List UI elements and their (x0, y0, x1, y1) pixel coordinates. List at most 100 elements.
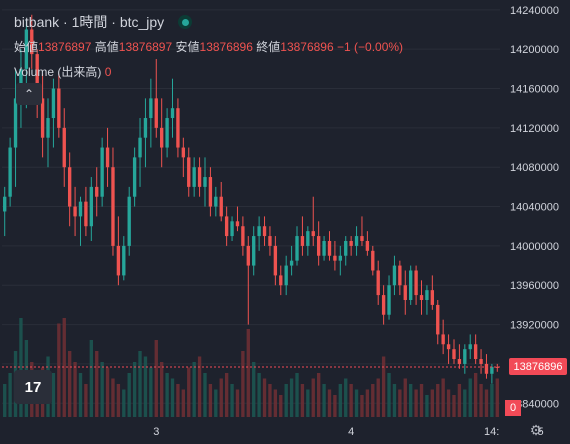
candle (214, 186, 218, 217)
volume-axis-label: 0 (505, 400, 521, 416)
volume-bar (376, 378, 380, 417)
candle (441, 319, 445, 355)
volume-bar (241, 351, 245, 417)
volume-bar (8, 373, 12, 417)
volume-bar (19, 318, 23, 417)
volume-bar (143, 356, 148, 417)
candle (425, 285, 429, 315)
candle (257, 216, 261, 251)
candle (154, 59, 158, 138)
candle (143, 98, 148, 168)
candle-body (311, 231, 315, 237)
volume-bar (463, 389, 467, 417)
candle-body (235, 221, 240, 227)
candle-body (208, 177, 213, 207)
volume-bar (62, 318, 66, 417)
logo-text: 17 (24, 378, 42, 396)
candle (192, 157, 196, 197)
volume-bar (127, 373, 131, 417)
candle (430, 275, 435, 310)
volume-bar (3, 384, 7, 417)
volume-bar (105, 367, 110, 417)
volume-bar (89, 340, 93, 417)
candle (176, 98, 180, 158)
volume-bar (132, 362, 137, 417)
candle-body (436, 304, 440, 335)
candle-body (246, 245, 250, 266)
candle-body (381, 295, 386, 315)
candle-body (73, 206, 77, 217)
volume-bar (311, 378, 315, 417)
candle-body (30, 29, 34, 55)
candle-body (398, 265, 402, 286)
tradingview-logo[interactable]: 17 (14, 370, 52, 404)
y-axis: 14240000 14200000 14160000 14120000 14080000… (500, 0, 570, 444)
candle-body (279, 275, 283, 286)
volume-bar (419, 384, 424, 417)
candle (360, 216, 364, 246)
candle (338, 245, 342, 276)
candle-body (241, 226, 245, 246)
candle-body (187, 157, 191, 187)
candle-body (46, 118, 50, 138)
candle (127, 186, 131, 256)
settings-button[interactable]: ⚙ (526, 420, 546, 440)
volume-label[interactable]: Volume (出来高) (14, 65, 102, 79)
volume-bar (149, 367, 153, 417)
candle-body (24, 29, 29, 69)
candle-body (51, 88, 56, 119)
symbol-title[interactable]: bitbank · 1時間 · btc_jpy (14, 14, 165, 30)
candle-body (316, 236, 321, 256)
volume-bar (51, 373, 56, 417)
candle (463, 344, 467, 374)
candle (219, 181, 223, 222)
volume-bar (160, 362, 164, 417)
volume-bar (490, 384, 494, 417)
volume-bar (430, 389, 435, 417)
candle-body (354, 236, 359, 246)
volume-bar (354, 389, 359, 417)
candle (67, 152, 72, 227)
candle-body (224, 216, 229, 237)
candle-body (214, 196, 218, 207)
y-tick-label: 14120000 (510, 123, 559, 135)
candle (170, 78, 175, 138)
symbol-header: bitbank · 1時間 · btc_jpy (14, 12, 193, 32)
candle (392, 255, 397, 296)
candle (452, 339, 456, 364)
volume-bar (138, 351, 142, 417)
candle (311, 196, 315, 246)
candle-body (154, 98, 158, 128)
candle (468, 334, 472, 360)
candle (495, 363, 499, 372)
volume-value: 0 (104, 65, 112, 79)
candle (138, 118, 142, 187)
candle (409, 265, 413, 305)
candle-body (490, 366, 494, 374)
candle (273, 236, 278, 286)
candle-body (295, 236, 299, 261)
x-tick-label: 4 (348, 426, 354, 438)
candle (235, 206, 240, 232)
y-tick-label: 14000000 (510, 241, 559, 253)
volume-bar (473, 373, 478, 417)
ohlc-values: 始値13876897 高値13876897 安値13876896 終値13876… (14, 38, 403, 55)
volume-bar (246, 329, 250, 417)
high-label: 高値 (94, 40, 119, 54)
volume-bars (3, 318, 564, 417)
candle (224, 206, 229, 246)
candle-body (284, 265, 288, 286)
candle-body (495, 366, 499, 368)
candle (181, 137, 186, 178)
last-price-label: 13876896 (509, 358, 567, 375)
candle (354, 226, 359, 256)
candle (295, 226, 299, 266)
candle-body (105, 147, 110, 168)
collapse-legend-button[interactable]: ⌃ (16, 83, 42, 105)
candle-body (176, 108, 180, 148)
candle-body (197, 167, 202, 187)
volume-bar (414, 389, 418, 417)
candle-body (111, 167, 115, 246)
candle-body (8, 147, 12, 197)
